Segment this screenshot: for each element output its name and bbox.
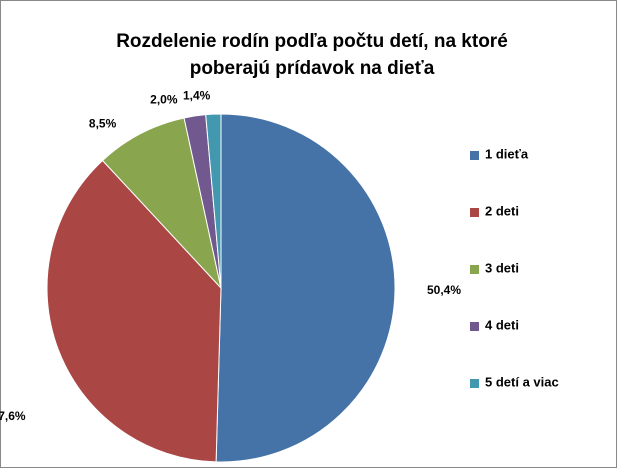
- legend-label: 5 detí a viac: [485, 374, 559, 389]
- legend-swatch: [470, 208, 479, 217]
- data-label: 2,0%: [150, 92, 178, 106]
- legend-label: 3 deti: [485, 260, 519, 275]
- pie-slice: [46, 159, 222, 463]
- legend-label: 2 deti: [485, 203, 519, 218]
- chart-title: Rozdelenie rodín podľa počtu detí, na kt…: [116, 31, 508, 52]
- data-label: 37,6%: [0, 409, 26, 423]
- data-label: 50,4%: [427, 283, 461, 297]
- legend-swatch: [470, 265, 479, 274]
- chart-title: poberajú prídavok na dieťa: [190, 58, 435, 79]
- legend-swatch: [470, 322, 479, 331]
- legend-label: 4 deti: [485, 317, 519, 332]
- legend-swatch: [470, 379, 479, 388]
- pie-slice: [205, 113, 222, 289]
- legend-label: 1 dieťa: [485, 146, 529, 161]
- pie-slice: [215, 113, 396, 463]
- data-label: 8,5%: [89, 116, 117, 130]
- data-label: 1,4%: [183, 88, 211, 102]
- legend-swatch: [470, 151, 479, 160]
- pie-slice: [101, 117, 222, 290]
